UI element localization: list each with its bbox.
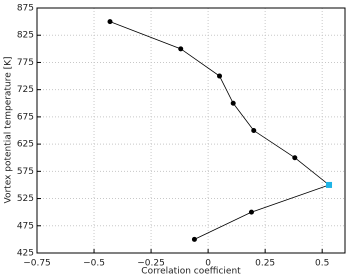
plot-frame <box>36 7 346 254</box>
marker <box>251 128 257 133</box>
marker <box>217 73 223 79</box>
marker <box>178 46 184 52</box>
y-tick-label: 725 <box>17 85 34 95</box>
x-tick-label: −0.5 <box>83 259 105 269</box>
data-line <box>109 21 330 240</box>
y-tick-label: 825 <box>17 31 34 41</box>
y-tick-label: 625 <box>17 140 34 150</box>
x-tick-label: −0.75 <box>23 259 51 269</box>
y-tick-label: 425 <box>17 249 34 259</box>
y-tick-label: 675 <box>17 112 34 122</box>
y-tick-label: 575 <box>17 167 34 177</box>
marker <box>230 100 236 106</box>
marker <box>248 209 254 215</box>
x-tick-label: −0.25 <box>137 259 165 269</box>
x-tick-label: 0 <box>205 259 211 269</box>
marker <box>107 19 113 25</box>
highlight-marker <box>326 181 333 188</box>
y-tick-label: 775 <box>17 58 34 68</box>
x-axis-label: Correlation coefficient <box>141 267 241 276</box>
y-tick-label: 475 <box>17 221 34 231</box>
marker <box>191 236 197 242</box>
x-tick-label: 0.25 <box>255 259 275 269</box>
y-tick-label: 525 <box>17 194 34 204</box>
y-axis-label: Vortex potential temperature [K] <box>4 56 14 203</box>
marker <box>292 155 298 161</box>
y-tick-label: 875 <box>17 4 34 14</box>
x-tick-label: 0.5 <box>315 259 329 269</box>
